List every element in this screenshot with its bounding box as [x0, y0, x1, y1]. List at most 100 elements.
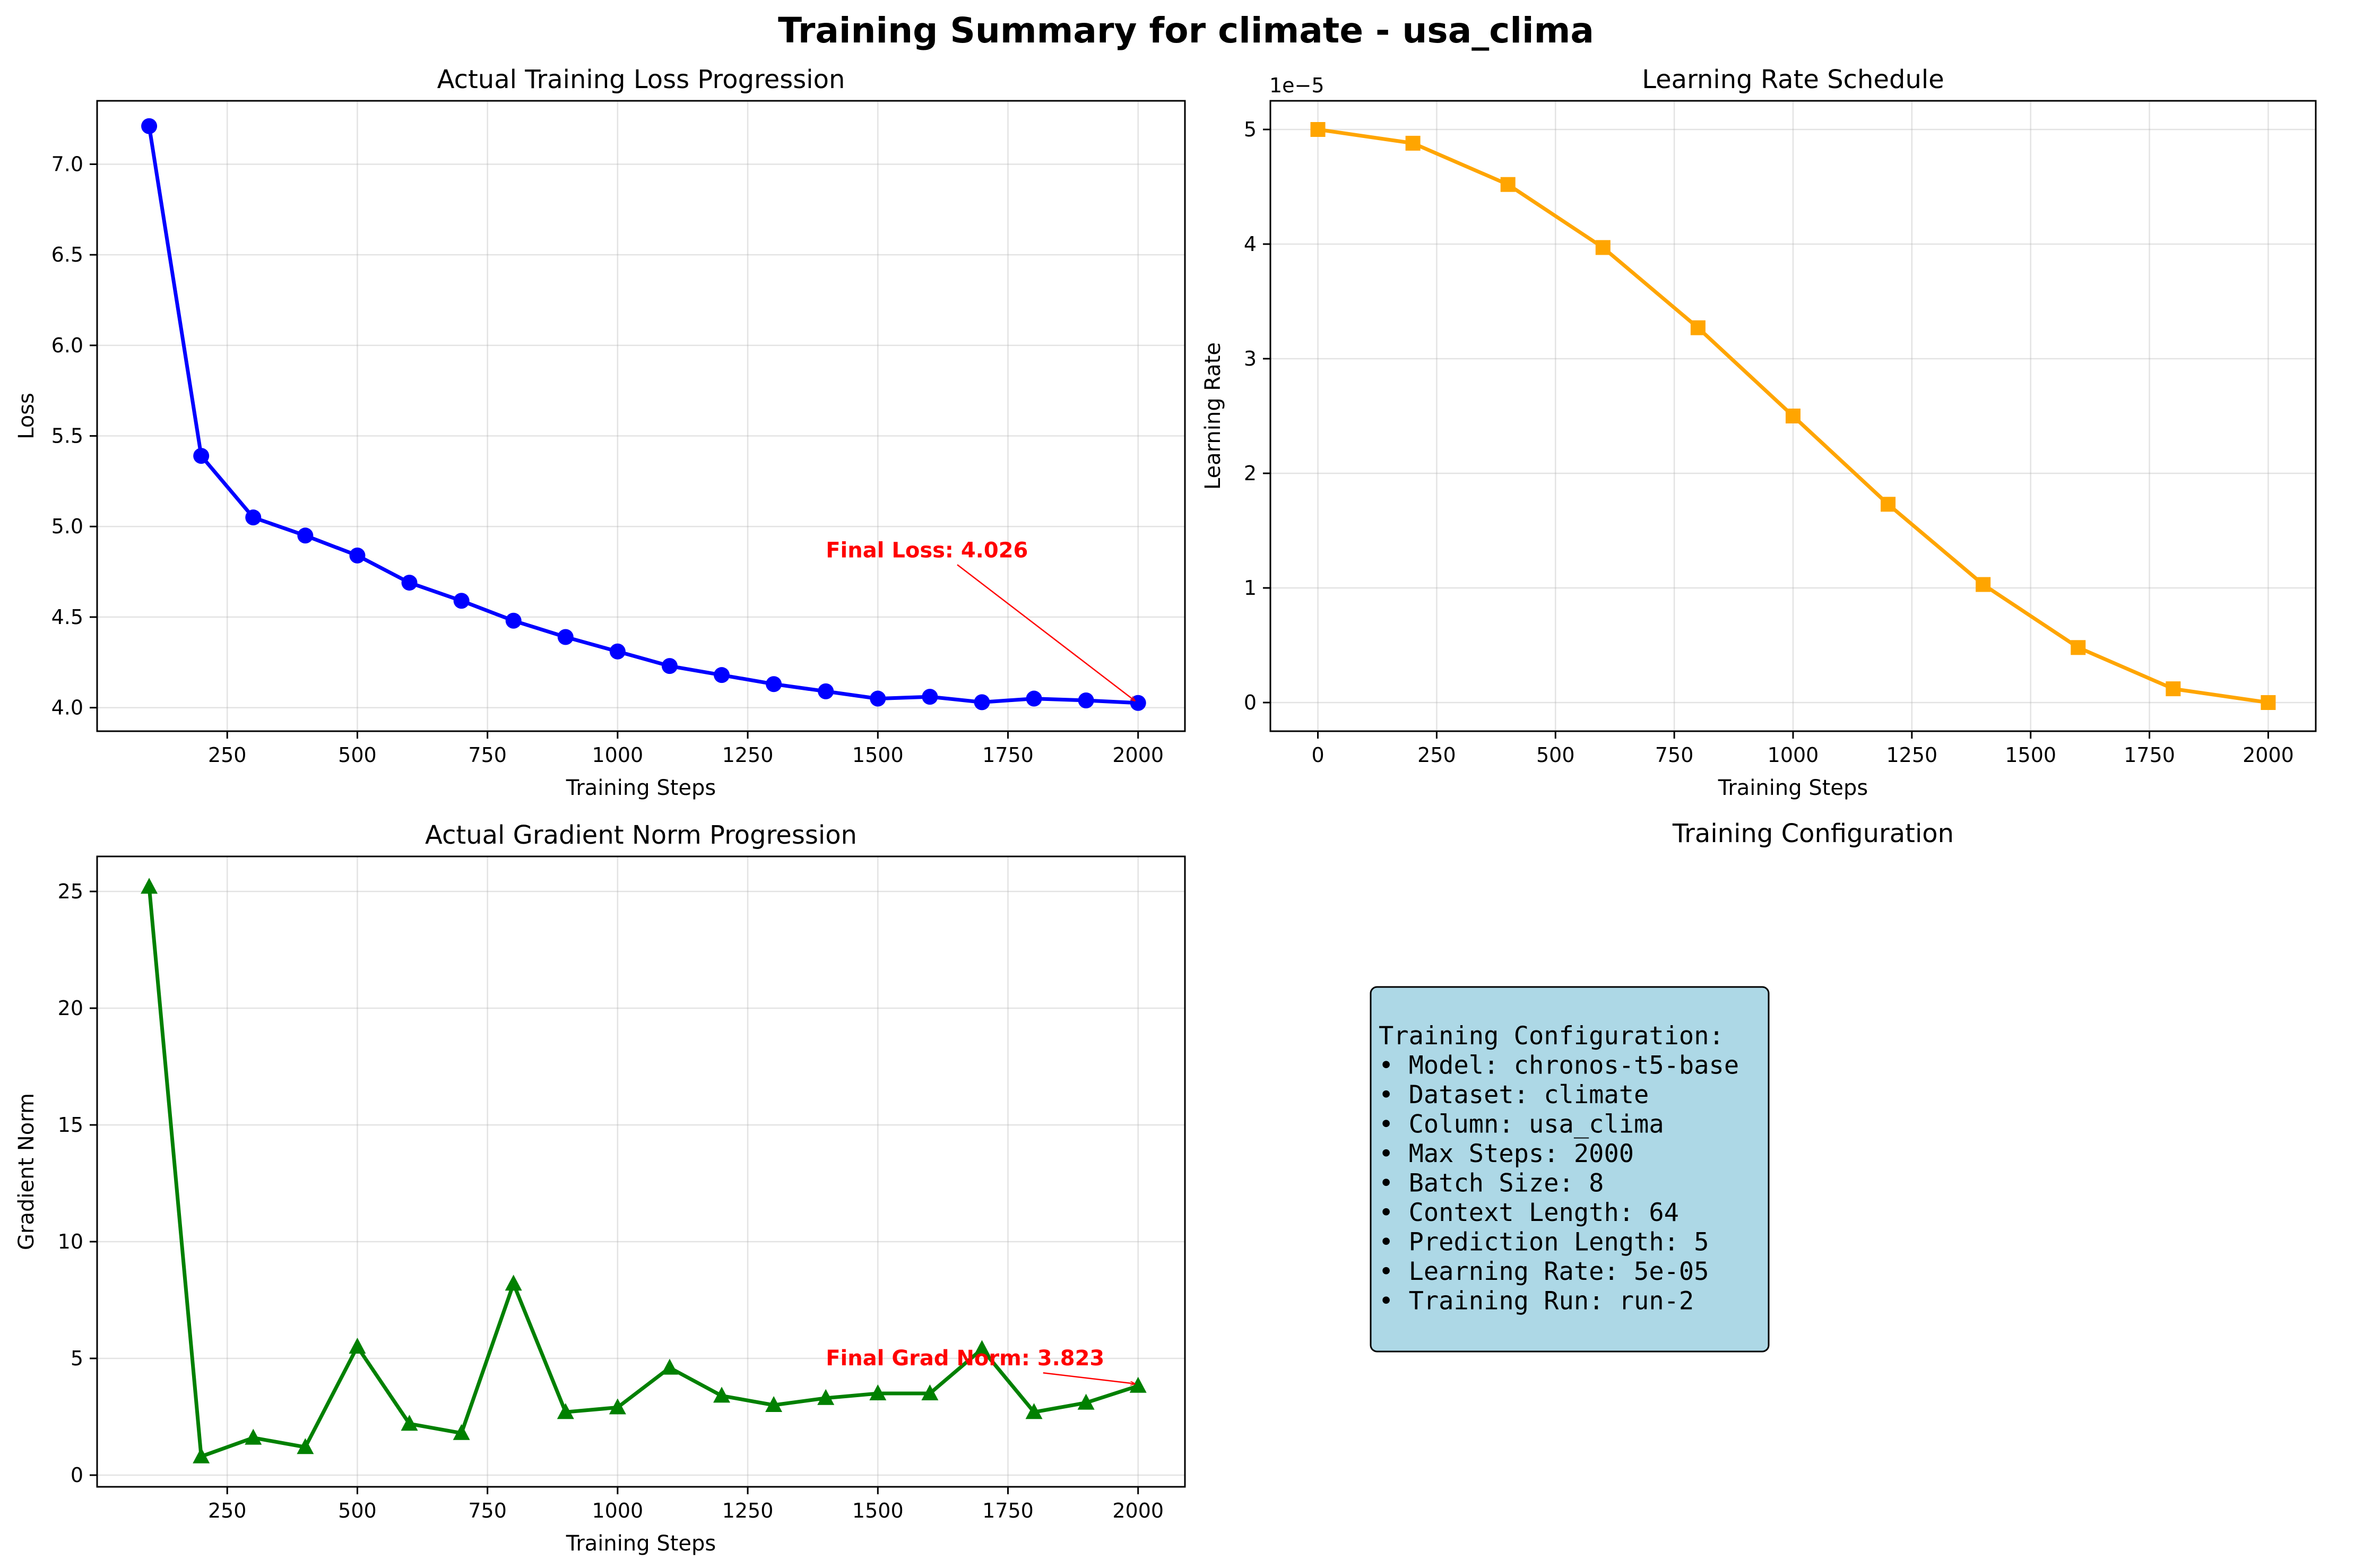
y-tick-label: 5.0: [51, 515, 83, 538]
data-point: [193, 448, 210, 464]
y-tick-label: 1: [1244, 576, 1257, 600]
data-point: [818, 683, 834, 699]
config-panel: Training Configuration Training Configur…: [1370, 819, 1954, 1353]
config-line: Training Configuration:: [1379, 1021, 1724, 1051]
y-tick-label: 0: [71, 1463, 83, 1487]
data-point: [245, 1428, 262, 1445]
y-tick-label: 15: [58, 1113, 83, 1137]
y-tick-label: 5.5: [51, 425, 83, 448]
data-point: [1130, 695, 1146, 711]
data-point: [453, 1424, 470, 1440]
data-point: [817, 1389, 835, 1405]
data-point: [245, 509, 262, 526]
y-tick-label: 20: [58, 997, 83, 1020]
data-point: [661, 658, 678, 674]
x-tick-label: 250: [208, 743, 247, 767]
series-line: [147, 886, 1139, 1459]
data-point: [1595, 240, 1611, 255]
data-point: [297, 1438, 314, 1454]
y-offset-text: 1e−5: [1269, 74, 1324, 97]
config-line: • Dataset: climate: [1379, 1080, 1649, 1110]
data-point: [1129, 1376, 1147, 1393]
data-point: [401, 575, 418, 591]
gradient-norm-chart: 250 500 750 1000 1250 1500 1750 2000 0 5 10 15 20 25 A…: [14, 820, 1186, 1556]
y-tick-label: 5: [1244, 118, 1257, 141]
config-line: • Prediction Length: 5: [1379, 1228, 1709, 1257]
x-tick-label: 1750: [982, 743, 1034, 767]
x-tick-label: 500: [1536, 743, 1575, 767]
x-tick-label: 0: [1311, 743, 1324, 767]
x-tick-label: 1500: [2005, 743, 2056, 767]
x-tick-label: 500: [338, 1499, 377, 1522]
config-line: • Column: usa_clima: [1379, 1110, 1664, 1139]
config-line: • Training Run: run-2: [1379, 1287, 1694, 1316]
config-panel-title: Training Configuration: [1672, 819, 1954, 848]
data-point: [193, 1447, 210, 1463]
data-point: [505, 612, 522, 629]
chart-title: Learning Rate Schedule: [1642, 65, 1944, 94]
x-tick-label: 750: [1655, 743, 1694, 767]
x-axis-label: Training Steps: [566, 776, 716, 800]
x-tick-label: 2000: [1112, 743, 1164, 767]
config-box: [1370, 986, 1770, 1353]
x-tick-label: 250: [1417, 743, 1456, 767]
data-point: [401, 1415, 418, 1431]
learning-rate-chart: 0 250 500 750 1000 1250 1500 1750 2000 0 1 2 3 4 5 Lear…: [1201, 65, 2317, 800]
figure-suptitle: Training Summary for climate - usa_clima: [778, 10, 1594, 51]
data-point: [557, 1403, 574, 1419]
data-point: [2166, 681, 2181, 697]
y-tick-label: 4.0: [51, 696, 83, 720]
x-axis-label: Training Steps: [1718, 776, 1868, 800]
data-point: [609, 1398, 626, 1415]
data-point: [1078, 692, 1094, 708]
x-axis-label: Training Steps: [566, 1531, 716, 1556]
x-tick-label: 1000: [592, 743, 644, 767]
y-tick-label: 10: [58, 1230, 83, 1253]
y-tick-label: 0: [1244, 691, 1257, 714]
loss-chart: 250 500 750 1000 1250 1500 1750 2000 4.0 4.5 5.0 5.…: [14, 65, 1186, 800]
x-tick-label: 750: [468, 743, 507, 767]
data-point: [974, 694, 990, 711]
config-line: • Model: chronos-t5-base: [1379, 1051, 1739, 1080]
y-tick-label: 3: [1244, 347, 1257, 370]
y-tick-label: 25: [58, 880, 83, 903]
y-tick-label: 2: [1244, 462, 1257, 485]
y-axis-label: Learning Rate: [1201, 342, 1225, 490]
data-point: [1690, 320, 1706, 335]
config-line: • Batch Size: 8: [1379, 1169, 1604, 1198]
x-tick-label: 2000: [1112, 1499, 1164, 1522]
data-point: [349, 1338, 366, 1354]
data-point: [141, 118, 158, 134]
plot-frame: [96, 100, 1186, 732]
data-point: [141, 878, 158, 894]
annotation-arrow: [957, 564, 1135, 700]
x-tick-label: 750: [468, 1499, 507, 1522]
y-axis-label: Loss: [14, 393, 39, 439]
data-point: [765, 1396, 783, 1412]
x-tick-label: 500: [338, 743, 377, 767]
data-point: [1786, 409, 1800, 423]
series-line: [147, 126, 1138, 705]
data-point: [714, 667, 730, 683]
y-tick-label: 6.5: [51, 243, 83, 266]
data-point: [2071, 640, 2086, 655]
y-tick-label: 7.0: [51, 152, 83, 176]
chart-title: Actual Gradient Norm Progression: [425, 820, 857, 850]
data-point: [1405, 135, 1421, 151]
config-line: • Learning Rate: 5e-05: [1379, 1257, 1709, 1286]
data-point: [2261, 695, 2276, 710]
y-tick-label: 5: [71, 1347, 83, 1370]
data-point: [1026, 690, 1042, 707]
data-point: [557, 629, 574, 645]
data-point: [973, 1340, 991, 1356]
config-line: • Max Steps: 2000: [1379, 1139, 1634, 1168]
data-point: [1025, 1403, 1043, 1419]
x-tick-label: 250: [208, 1499, 247, 1522]
data-point: [869, 1384, 887, 1400]
plot-frame: [96, 855, 1186, 1488]
data-point: [1881, 497, 1896, 512]
y-tick-label: 6.0: [51, 334, 83, 357]
x-tick-label: 1000: [592, 1499, 644, 1522]
x-tick-label: 1750: [982, 1499, 1034, 1522]
